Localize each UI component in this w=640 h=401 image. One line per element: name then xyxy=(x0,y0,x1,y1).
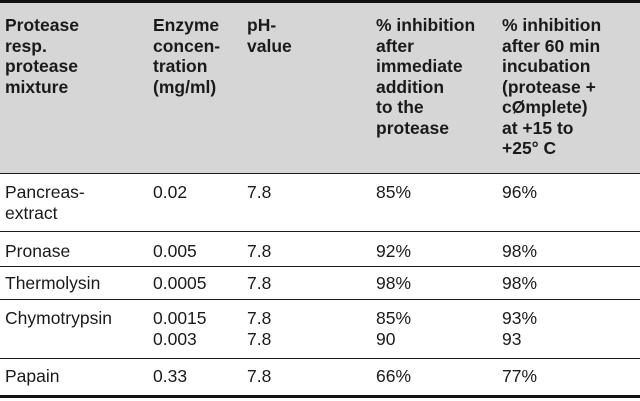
table-header: Protease resp. protease mixture Enzyme c… xyxy=(0,0,640,173)
cell-concentration: 0.0015 0.003 xyxy=(153,308,207,349)
row-divider xyxy=(0,231,640,232)
cell-incubation: 96% xyxy=(502,182,538,202)
header-enzyme-concentration: Enzyme concen- tration (mg/ml) xyxy=(153,15,221,97)
cell-concentration: 0.005 xyxy=(153,241,197,261)
cell-ph: 7.8 xyxy=(247,241,272,261)
row-divider xyxy=(0,266,640,267)
cell-protease: Thermolysin xyxy=(5,273,101,293)
cell-ph: 7.8 xyxy=(247,366,272,386)
cell-protease: Chymotrypsin xyxy=(5,308,112,328)
cell-immediate: 98% xyxy=(376,273,412,293)
cell-concentration: 0.33 xyxy=(153,366,188,386)
cell-protease: Pronase xyxy=(5,241,71,261)
row-divider xyxy=(0,358,640,359)
cell-concentration: 0.02 xyxy=(153,182,188,202)
row-divider xyxy=(0,299,640,300)
cell-immediate: 85% xyxy=(376,182,412,202)
table-bottom-rule xyxy=(0,395,640,398)
cell-ph: 7.8 7.8 xyxy=(247,308,272,349)
header-ph-value: pH- value xyxy=(247,15,292,56)
cell-concentration: 0.0005 xyxy=(153,273,207,293)
header-inhibition-incubation: % inhibition after 60 min incubation (pr… xyxy=(502,15,602,158)
cell-incubation: 93% 93 xyxy=(502,308,538,349)
header-divider xyxy=(0,173,640,174)
cell-ph: 7.8 xyxy=(247,273,272,293)
cell-ph: 7.8 xyxy=(247,182,272,202)
cell-immediate: 66% xyxy=(376,366,412,386)
cell-incubation: 98% xyxy=(502,241,538,261)
header-protease: Protease resp. protease mixture xyxy=(5,15,79,97)
cell-immediate: 85% 90 xyxy=(376,308,412,349)
cell-immediate: 92% xyxy=(376,241,412,261)
cell-protease: Papain xyxy=(5,366,60,386)
cell-incubation: 77% xyxy=(502,366,538,386)
cell-incubation: 98% xyxy=(502,273,538,293)
cell-protease: Pancreas- extract xyxy=(5,182,85,223)
header-inhibition-immediate: % inhibition after immediate addition to… xyxy=(376,15,476,138)
